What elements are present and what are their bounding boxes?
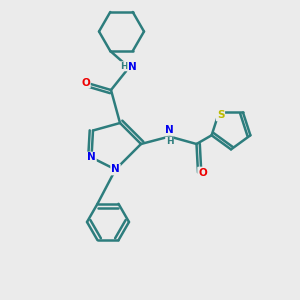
Text: N: N [128,62,137,73]
Text: N: N [111,164,120,175]
Text: O: O [81,77,90,88]
Text: H: H [166,137,173,146]
Text: N: N [87,152,96,163]
Text: H: H [120,62,128,71]
Text: O: O [198,167,207,178]
Text: S: S [217,110,224,121]
Text: N: N [165,125,174,135]
